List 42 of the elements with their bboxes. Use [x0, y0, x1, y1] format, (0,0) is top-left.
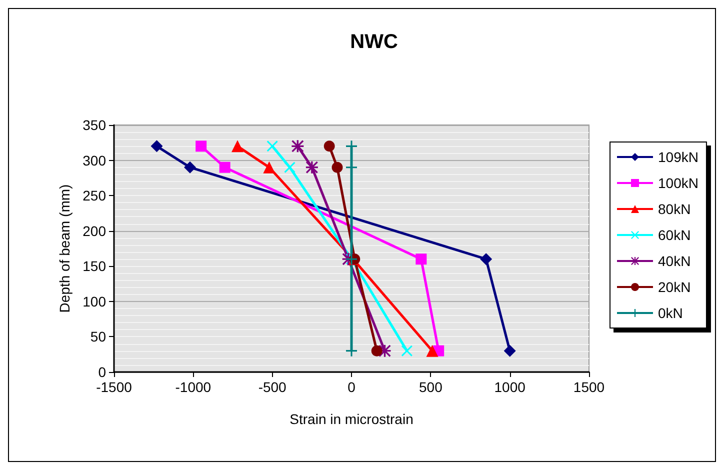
y-tick-label: 100 — [82, 293, 106, 310]
point — [401, 345, 412, 356]
x-tick-label: 500 — [418, 379, 443, 395]
point — [332, 162, 343, 173]
point — [196, 140, 207, 152]
y-tick-label: 300 — [82, 152, 106, 168]
point — [232, 140, 244, 152]
point — [416, 254, 427, 265]
point — [426, 344, 438, 357]
point — [306, 161, 318, 174]
legend-label: 80kN — [658, 201, 691, 217]
point — [324, 140, 335, 152]
point — [284, 162, 296, 173]
x-tick-label: -1500 — [96, 379, 132, 395]
point — [219, 162, 230, 173]
legend-label: 40kN — [658, 253, 691, 269]
legend-label: 0kN — [658, 305, 683, 321]
y-tick-label: 150 — [82, 258, 106, 274]
y-tick-label: 200 — [82, 222, 106, 239]
y-tick-label: 50 — [90, 328, 106, 345]
x-axis-title: Strain in microstrain — [290, 411, 414, 427]
chart-title: NWC — [350, 31, 398, 53]
x-tick-label: 1000 — [494, 379, 526, 395]
point — [184, 161, 196, 174]
legend-label: 100kN — [658, 175, 698, 191]
x-tick-label: -1000 — [175, 379, 212, 395]
point — [266, 140, 278, 152]
y-tick-label: 250 — [82, 188, 106, 204]
y-tick-label: 0 — [98, 364, 106, 380]
point — [263, 161, 276, 174]
point — [371, 345, 382, 356]
legend-label: 20kN — [658, 279, 691, 295]
point — [504, 344, 516, 357]
legend-label: 60kN — [658, 227, 691, 243]
x-tick-label: 1500 — [573, 379, 605, 395]
point — [480, 253, 492, 266]
legend-label: 109kN — [658, 149, 698, 165]
x-tick-label: 0 — [348, 379, 356, 395]
y-axis-title: Depth of beam (mm) — [56, 184, 73, 313]
point — [150, 140, 163, 152]
x-tick-label: -500 — [258, 379, 287, 395]
y-tick-label: 350 — [82, 117, 106, 133]
